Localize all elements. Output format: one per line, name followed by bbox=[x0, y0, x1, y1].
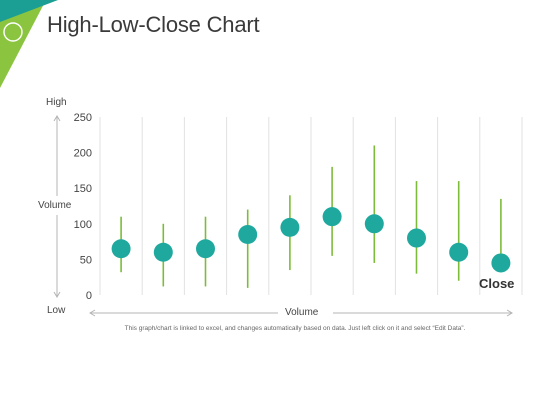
high-low-lines bbox=[120, 145, 502, 288]
close-marker bbox=[322, 207, 342, 227]
chart-caption: This graph/chart is linked to excel, and… bbox=[124, 325, 466, 332]
corner-ring-icon bbox=[3, 22, 23, 42]
low-label: Low bbox=[47, 305, 66, 316]
close-marker bbox=[407, 228, 426, 248]
y-tick-labels: 0 50 100 150 200 250 bbox=[74, 112, 92, 302]
gridlines bbox=[99, 117, 523, 295]
y-axis-label: Volume bbox=[38, 200, 72, 211]
close-marker bbox=[364, 214, 384, 234]
close-markers bbox=[111, 207, 511, 273]
y-tick-label: 200 bbox=[74, 148, 92, 160]
y-axis-arrow bbox=[53, 115, 61, 298]
page-title: High-Low-Close Chart bbox=[47, 12, 260, 37]
close-marker bbox=[280, 217, 300, 237]
close-marker bbox=[491, 253, 511, 273]
y-tick-label: 100 bbox=[74, 219, 92, 231]
corner-teal-shape bbox=[0, 0, 58, 22]
high-label: High bbox=[46, 97, 67, 108]
corner-decoration bbox=[0, 0, 58, 88]
y-tick-label: 50 bbox=[80, 254, 92, 266]
close-marker bbox=[196, 239, 215, 259]
close-marker bbox=[153, 242, 173, 262]
y-tick-label: 0 bbox=[86, 290, 92, 302]
x-axis-arrow bbox=[89, 309, 513, 317]
series-label-close: Close bbox=[479, 276, 514, 291]
x-axis-label: Volume bbox=[285, 307, 319, 318]
close-marker bbox=[238, 224, 258, 244]
corner-green-shape bbox=[0, 0, 46, 88]
y-tick-label: 250 bbox=[74, 112, 92, 124]
y-tick-label: 150 bbox=[74, 183, 92, 195]
close-marker bbox=[111, 239, 131, 259]
close-marker bbox=[449, 242, 469, 262]
